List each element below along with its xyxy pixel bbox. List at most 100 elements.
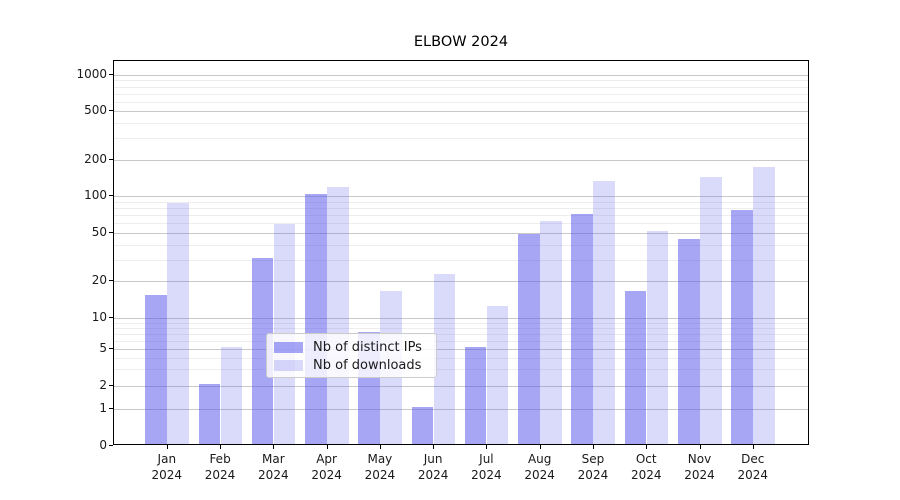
y-tick-mark-100 — [109, 195, 113, 197]
y-tick-mark-200 — [109, 158, 113, 160]
legend-swatch-downloads — [274, 359, 303, 371]
x-tick-mark-oct — [646, 445, 648, 449]
minor-gridline-60 — [114, 223, 808, 225]
minor-gridline-90 — [114, 201, 808, 203]
x-tick-mark-aug — [539, 445, 541, 449]
x-tick-mark-mar — [273, 445, 275, 449]
bar-ips-jan — [145, 294, 167, 444]
minor-gridline-800 — [114, 86, 808, 88]
minor-gridline-40 — [114, 244, 808, 246]
x-tick-label-apr: Apr 2024 — [311, 452, 342, 482]
bar-downloads-apr — [327, 187, 349, 444]
major-gridline-20 — [114, 281, 808, 283]
y-tick-mark-10 — [109, 317, 113, 318]
major-gridline-1000 — [114, 74, 808, 76]
x-tick-mark-jul — [486, 445, 488, 449]
y-tick-label-100: 100 — [84, 188, 107, 203]
minor-gridline-30 — [114, 259, 808, 261]
y-tick-mark-500 — [109, 110, 113, 112]
minor-gridline-900 — [114, 80, 808, 82]
minor-gridline-7 — [114, 333, 808, 335]
y-tick-label-200: 200 — [84, 151, 107, 166]
legend-label-distinct-ips: Nb of distinct IPs — [313, 339, 422, 355]
bar-ips-sep — [571, 214, 593, 444]
bar-ips-dec — [731, 210, 753, 444]
minor-gridline-300 — [114, 138, 808, 140]
x-tick-label-sep: Sep 2024 — [577, 452, 609, 482]
plot-area — [113, 60, 809, 445]
bar-downloads-jan — [167, 202, 189, 444]
x-tick-label-oct: Oct 2024 — [630, 452, 662, 482]
x-tick-label-jun: Jun 2024 — [417, 452, 449, 482]
bar-downloads-aug — [540, 221, 562, 444]
x-tick-label-may: May 2024 — [364, 452, 396, 482]
y-tick-label-20: 20 — [91, 273, 107, 288]
bar-ips-aug — [518, 234, 540, 444]
y-tick-mark-1 — [109, 407, 113, 409]
y-tick-mark-50 — [109, 232, 113, 233]
major-gridline-10 — [114, 318, 808, 319]
bar-ips-jul — [464, 347, 487, 444]
x-tick-mark-apr — [326, 445, 328, 449]
x-tick-label-dec: Dec 2024 — [737, 452, 769, 482]
x-tick-mark-dec — [752, 445, 754, 449]
bar-downloads-sep — [593, 180, 615, 444]
chart-title: ELBOW 2024 — [413, 34, 509, 50]
minor-gridline-3 — [114, 369, 808, 371]
major-gridline-200 — [114, 159, 808, 161]
x-tick-label-aug: Aug 2024 — [524, 452, 555, 482]
major-gridline-5 — [114, 349, 808, 350]
bar-downloads-feb — [220, 347, 243, 444]
bar-downloads-jun — [433, 274, 456, 444]
bar-ips-oct — [624, 291, 647, 444]
minor-gridline-6 — [114, 340, 808, 342]
y-tick-label-1000: 1000 — [76, 66, 107, 81]
y-tick-mark-2 — [109, 384, 113, 386]
major-gridline-2 — [114, 385, 808, 387]
x-tick-mark-may — [379, 445, 381, 449]
y-tick-mark-5 — [109, 348, 113, 349]
y-tick-label-500: 500 — [84, 103, 107, 118]
x-tick-label-jan: Jan 2024 — [151, 452, 183, 482]
minor-gridline-4 — [114, 357, 808, 359]
x-tick-mark-nov — [699, 445, 701, 449]
y-tick-mark-20 — [109, 280, 113, 282]
bar-ips-mar — [251, 257, 274, 444]
minor-gridline-9 — [114, 322, 808, 324]
major-gridline-50 — [114, 233, 808, 234]
bar-downloads-dec — [753, 167, 775, 444]
minor-gridline-600 — [114, 101, 808, 103]
x-tick-label-jul: Jul 2024 — [471, 452, 502, 482]
x-tick-mark-feb — [220, 445, 222, 449]
bar-ips-apr — [305, 194, 327, 444]
y-tick-label-50: 50 — [91, 225, 107, 239]
y-tick-label-2: 2 — [99, 377, 107, 392]
bar-ips-feb — [198, 383, 221, 444]
x-tick-label-nov: Nov 2024 — [684, 452, 715, 482]
bar-downloads-oct — [646, 231, 669, 444]
minor-gridline-700 — [114, 93, 808, 95]
bar-ips-nov — [678, 238, 700, 444]
minor-gridline-80 — [114, 208, 808, 210]
bar-downloads-jul — [486, 306, 509, 444]
y-tick-label-1: 1 — [99, 400, 107, 415]
x-tick-mark-sep — [592, 445, 594, 449]
x-tick-label-feb: Feb 2024 — [204, 452, 236, 482]
minor-gridline-8 — [114, 327, 808, 329]
y-tick-mark-0 — [109, 445, 113, 446]
major-gridline-1 — [114, 408, 808, 410]
bar-downloads-nov — [700, 177, 722, 444]
bar-ips-jun — [411, 406, 434, 444]
x-tick-label-mar: Mar 2024 — [258, 452, 289, 482]
legend-label-downloads: Nb of downloads — [313, 357, 422, 373]
x-tick-mark-jun — [433, 445, 435, 449]
major-gridline-500 — [114, 111, 808, 113]
y-tick-label-0: 0 — [99, 438, 107, 452]
legend: Nb of distinct IPs Nb of downloads — [266, 333, 437, 378]
x-tick-mark-jan — [166, 445, 168, 449]
legend-swatch-distinct-ips — [274, 341, 303, 353]
y-tick-mark-1000 — [109, 73, 113, 75]
y-tick-label-5: 5 — [99, 341, 107, 355]
legend-item-downloads: Nb of downloads — [274, 357, 428, 373]
